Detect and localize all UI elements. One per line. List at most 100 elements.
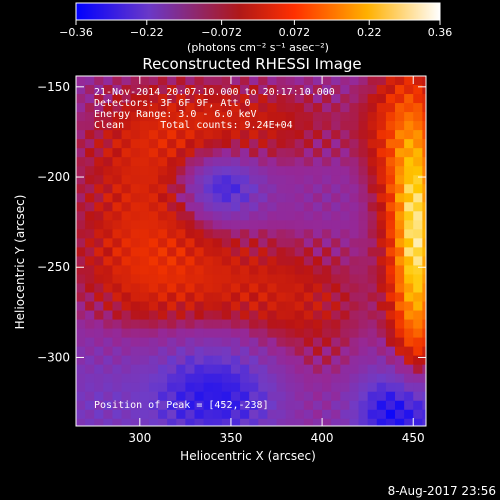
heatmap-cell bbox=[185, 346, 196, 357]
heatmap-cell bbox=[376, 337, 387, 348]
heatmap-cell bbox=[103, 373, 114, 384]
heatmap-cell bbox=[340, 175, 351, 185]
heatmap-cell bbox=[167, 202, 177, 212]
heatmap-cell bbox=[176, 409, 186, 420]
heatmap-cell bbox=[194, 400, 205, 411]
heatmap-cell bbox=[94, 283, 104, 294]
heatmap-cell bbox=[413, 310, 423, 321]
heatmap-cell bbox=[176, 238, 186, 248]
heatmap-cell bbox=[121, 382, 132, 393]
heatmap-cell bbox=[103, 157, 114, 167]
heatmap-cell bbox=[148, 409, 159, 420]
heatmap-cell bbox=[285, 346, 296, 357]
heatmap-cell bbox=[230, 328, 241, 339]
heatmap-cell bbox=[258, 211, 268, 221]
heatmap-cell bbox=[413, 247, 423, 258]
heatmap-cell bbox=[376, 418, 387, 426]
heatmap-cell bbox=[148, 355, 159, 366]
heatmap-cell bbox=[285, 175, 296, 185]
heatmap-cell bbox=[258, 184, 268, 194]
heatmap-cell bbox=[76, 382, 86, 393]
heatmap-cell bbox=[139, 85, 150, 95]
heatmap-cell bbox=[385, 292, 396, 303]
heatmap-cell bbox=[367, 265, 378, 276]
heatmap-cell bbox=[376, 76, 387, 86]
heatmap-cell bbox=[395, 256, 405, 267]
heatmap-cell bbox=[121, 184, 132, 194]
heatmap-cell bbox=[404, 229, 414, 239]
heatmap-cell bbox=[212, 364, 223, 375]
heatmap-cell bbox=[139, 112, 150, 122]
heatmap-cell bbox=[404, 292, 414, 303]
heatmap-cell bbox=[267, 346, 278, 357]
heatmap-cell bbox=[103, 346, 114, 357]
heatmap-cell bbox=[367, 391, 378, 402]
heatmap-cell bbox=[340, 247, 351, 258]
heatmap-cell bbox=[331, 337, 341, 348]
heatmap-cell bbox=[240, 310, 250, 321]
heatmap-cell bbox=[121, 220, 132, 230]
heatmap-cell bbox=[194, 292, 205, 303]
heatmap-cell bbox=[422, 292, 426, 303]
heatmap-cell bbox=[312, 193, 323, 203]
heatmap-cell bbox=[340, 76, 351, 86]
heatmap-cell bbox=[367, 121, 378, 131]
heatmap-cell bbox=[312, 346, 323, 357]
heatmap-cell bbox=[94, 175, 104, 185]
heatmap-cell bbox=[167, 148, 177, 158]
heatmap-cell bbox=[331, 292, 341, 303]
heatmap-cell bbox=[294, 400, 305, 411]
heatmap-cell bbox=[240, 283, 250, 294]
heatmap-cell bbox=[94, 229, 104, 239]
heatmap-cell bbox=[158, 373, 168, 384]
heatmap-cell bbox=[422, 94, 426, 104]
heatmap-cell bbox=[76, 139, 86, 149]
heatmap-cell bbox=[267, 184, 278, 194]
heatmap-cell bbox=[194, 346, 205, 357]
heatmap-cell bbox=[267, 328, 278, 339]
heatmap-cell bbox=[349, 130, 360, 140]
heatmap-cell bbox=[130, 238, 141, 248]
heatmap-cell bbox=[203, 193, 214, 203]
heatmap-cell bbox=[249, 175, 259, 185]
heatmap-cell bbox=[395, 148, 405, 158]
heatmap-cell bbox=[194, 148, 205, 158]
heatmap-cell bbox=[367, 337, 378, 348]
heatmap-cell bbox=[376, 103, 387, 113]
heatmap-cell bbox=[158, 238, 168, 248]
heatmap-cell bbox=[303, 265, 314, 276]
heatmap-cell bbox=[167, 220, 177, 230]
heatmap-cell bbox=[148, 112, 159, 122]
heatmap-cell bbox=[367, 202, 378, 212]
heatmap-cell bbox=[249, 391, 259, 402]
heatmap-cell bbox=[203, 103, 214, 113]
heatmap-cell bbox=[194, 130, 205, 140]
heatmap-cell bbox=[139, 283, 150, 294]
heatmap-cell bbox=[367, 382, 378, 393]
heatmap-cell bbox=[294, 184, 305, 194]
heatmap-cell bbox=[303, 382, 314, 393]
heatmap-cell bbox=[221, 373, 232, 384]
heatmap-cell bbox=[94, 274, 104, 285]
heatmap-cell bbox=[249, 409, 259, 420]
heatmap-cell bbox=[185, 202, 196, 212]
heatmap-cell bbox=[358, 391, 369, 402]
heatmap-cell bbox=[312, 409, 323, 420]
heatmap-cell bbox=[158, 130, 168, 140]
heatmap-cell bbox=[276, 166, 287, 176]
heatmap-cell bbox=[112, 274, 123, 285]
heatmap-cell bbox=[303, 130, 314, 140]
heatmap-cell bbox=[404, 121, 414, 131]
heatmap-cell bbox=[212, 184, 223, 194]
heatmap-cell bbox=[303, 418, 314, 426]
heatmap-cell bbox=[303, 238, 314, 248]
heatmap-cell bbox=[240, 274, 250, 285]
y-tick-label: −300 bbox=[37, 350, 70, 364]
heatmap-cell bbox=[167, 355, 177, 366]
heatmap-cell bbox=[185, 184, 196, 194]
heatmap-cell bbox=[103, 409, 114, 420]
heatmap-cell bbox=[276, 103, 287, 113]
heatmap-cell bbox=[322, 148, 332, 158]
heatmap-cell bbox=[230, 319, 241, 330]
heatmap-cell bbox=[340, 94, 351, 104]
